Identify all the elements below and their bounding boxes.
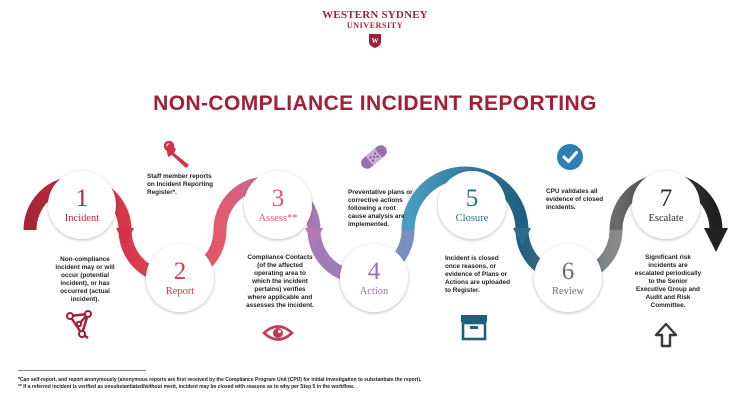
step-3-label: Assess** <box>258 213 298 224</box>
footnote-2: ** If a referred incident is verified as… <box>18 384 355 390</box>
arrowhead-end <box>704 228 728 252</box>
bandage-icon <box>361 145 387 169</box>
step-2-label: Report <box>165 286 195 297</box>
step-6-number: 6 <box>561 258 575 285</box>
step-1-description: Non-compliance incident may or will occu… <box>55 256 115 303</box>
step-1-circle <box>48 171 116 239</box>
step-2-description: Staff member reports on Incident Reporti… <box>147 173 214 196</box>
step-4-label: Action <box>359 286 389 297</box>
step-4-circle <box>340 244 408 312</box>
logo-mark: W <box>372 37 379 45</box>
step-1-label: Incident <box>64 213 100 224</box>
logo-wordmark-line2: UNIVERSITY <box>346 21 404 30</box>
arrowhead-3-4 <box>305 228 323 246</box>
step-3-description: Compliance Contacts (of the affected ope… <box>246 254 314 309</box>
arrowhead-5-6 <box>513 228 531 246</box>
step-7-number: 7 <box>659 185 673 212</box>
step-2-circle <box>146 244 214 312</box>
step-1-number: 1 <box>75 185 89 212</box>
step-3-number: 3 <box>271 185 285 212</box>
step-5-label: Closure <box>455 213 489 224</box>
step-6-description: CPU validates all evidence of closed inc… <box>546 188 604 211</box>
archive-box-icon <box>461 315 487 341</box>
step-5-number: 5 <box>465 185 479 212</box>
eye-icon <box>262 325 294 341</box>
footnote-divider <box>18 370 146 371</box>
up-arrow-icon <box>654 322 678 348</box>
arrowhead-1-2 <box>116 228 134 246</box>
footnote-1: *Can self-report, and report anonymously… <box>18 377 422 383</box>
step-7-description: Significant risk incidents are escalated… <box>634 254 702 309</box>
step-7-label: Escalate <box>648 213 684 224</box>
page-title: NON-COMPLIANCE INCIDENT REPORTING <box>153 92 597 115</box>
network-icon <box>66 310 92 339</box>
step-5-description: Incident is closed once reasons, or evid… <box>445 255 510 294</box>
logo-wordmark-line1: WESTERN SYDNEY <box>322 9 428 21</box>
step-2-number: 2 <box>173 258 187 285</box>
step-4-description: Preventative plans or corrective actions… <box>348 189 413 228</box>
step-7-circle <box>632 171 700 239</box>
wrench-icon <box>163 141 189 168</box>
university-shield-icon: W <box>369 34 381 48</box>
step-3-circle <box>244 171 312 239</box>
step-6-circle <box>534 244 602 312</box>
step-4-number: 4 <box>367 258 381 285</box>
step-5-circle <box>438 171 506 239</box>
step-6-label: Review <box>551 286 585 297</box>
checkmark-icon <box>557 144 583 170</box>
